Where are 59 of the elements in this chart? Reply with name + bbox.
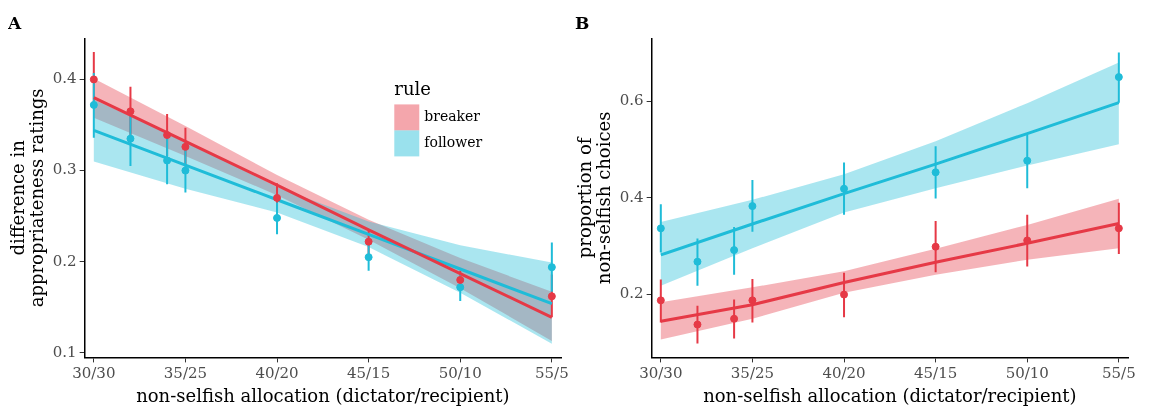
- point: [748, 296, 757, 305]
- point: [730, 246, 739, 255]
- x-tick-label: 55/5: [535, 364, 569, 383]
- x-tick-label: 45/15: [914, 364, 958, 383]
- point: [456, 275, 465, 284]
- point: [656, 224, 665, 233]
- x-tick-label: 30/30: [72, 364, 116, 383]
- y-tick-label: 0.6: [619, 91, 644, 110]
- y-tick-label: 0.4: [52, 69, 77, 88]
- legend-label: breaker: [424, 108, 481, 125]
- point: [163, 131, 172, 140]
- point: [1114, 224, 1123, 233]
- point: [126, 134, 135, 143]
- chart-title: B: [575, 12, 590, 33]
- x-tick-label: 50/10: [438, 364, 482, 383]
- x-tick-label: 55/5: [1102, 364, 1136, 383]
- y-axis-title: proportion of non-selfish choices: [574, 111, 615, 285]
- y-tick-label: 0.3: [52, 160, 77, 179]
- point: [364, 253, 373, 262]
- point: [163, 156, 172, 165]
- x-tick-label: 45/15: [347, 364, 391, 383]
- point: [730, 314, 739, 323]
- legend-title: rule: [394, 78, 431, 100]
- point: [89, 75, 98, 84]
- y-tick-label: 0.2: [52, 251, 77, 270]
- x-tick-label: 40/20: [255, 364, 299, 383]
- point: [931, 242, 940, 251]
- point: [840, 290, 849, 299]
- point: [364, 237, 373, 246]
- x-tick-label: 30/30: [639, 364, 683, 383]
- y-axis-title: difference in appropriateness ratings: [7, 88, 48, 308]
- point: [547, 292, 556, 301]
- point: [89, 100, 98, 109]
- x-tick-label: 35/25: [163, 364, 208, 383]
- chart-title: A: [7, 12, 22, 33]
- y-tick-label: 0.4: [619, 187, 644, 206]
- point: [748, 202, 757, 211]
- x-tick-label: 40/20: [822, 364, 866, 383]
- x-tick-label: 35/25: [730, 364, 775, 383]
- point: [456, 283, 465, 292]
- x-tick-label: 50/10: [1005, 364, 1049, 383]
- point: [693, 257, 702, 266]
- point: [181, 142, 190, 151]
- point: [1114, 73, 1123, 82]
- point: [656, 296, 665, 305]
- point: [840, 184, 849, 193]
- point: [181, 166, 190, 175]
- point: [931, 168, 940, 177]
- legend-label: follower: [424, 134, 483, 151]
- y-tick-label: 0.2: [619, 284, 644, 303]
- point: [547, 263, 556, 272]
- point: [693, 320, 702, 329]
- y-tick-label: 0.1: [52, 342, 77, 361]
- x-axis-title: non-selfish allocation (dictator/recipient): [136, 384, 510, 406]
- point: [273, 213, 282, 222]
- point: [1023, 156, 1032, 165]
- point: [126, 107, 135, 116]
- x-axis-title: non-selfish allocation (dictator/recipient): [703, 384, 1077, 406]
- point: [273, 193, 282, 202]
